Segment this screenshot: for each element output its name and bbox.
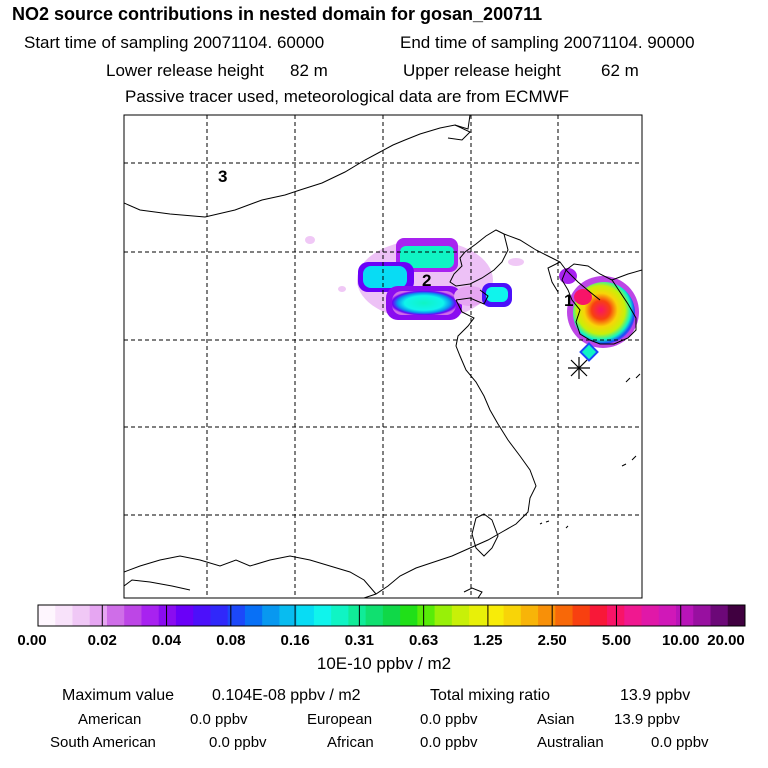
upper-release-value: 62 m (601, 61, 639, 80)
start-time-label: Start time of sampling 20071104. 60000 (24, 33, 325, 52)
colorbar-tick-label: 10.00 (661, 632, 700, 649)
contrib-value: 0.0 ppbv (190, 711, 248, 728)
colorbar-tick-label: 2.50 (537, 632, 567, 649)
colorbar-swatch (658, 605, 677, 626)
contrib-value: 13.9 ppbv (614, 711, 680, 728)
colorbar-unit: 10E-10 ppbv / m2 (316, 654, 452, 673)
colorbar-swatch (72, 605, 91, 626)
colorbar-swatch (434, 605, 453, 626)
upper-release-label: Upper release height (403, 61, 561, 80)
graticule (124, 115, 642, 598)
colorbar-tick-label: 0.02 (87, 632, 117, 649)
colorbar-swatch (641, 605, 660, 626)
colorbar-swatch (279, 605, 298, 626)
colorbar-swatch (382, 605, 401, 626)
tracer-note: Passive tracer used, meteorological data… (125, 87, 570, 106)
colorbar (37, 604, 746, 627)
contrib-value: 0.0 ppbv (420, 711, 478, 728)
contrib-value: 0.0 ppbv (420, 734, 478, 751)
contrib-region: Asian (537, 711, 575, 728)
plume-korea (559, 268, 639, 362)
colorbar-swatch (400, 605, 418, 626)
total-mixing-value: 13.9 ppbv (620, 687, 691, 704)
region-label-2: 2 (422, 271, 431, 290)
region-label-3: 3 (218, 167, 227, 186)
colorbar-swatch (538, 605, 556, 626)
colorbar-tick-label: 0.31 (344, 632, 374, 649)
contrib-region: European (307, 711, 373, 728)
colorbar-swatch (227, 605, 246, 626)
map-area (124, 115, 642, 598)
colorbar-swatch (503, 605, 522, 626)
colorbar-swatch (469, 605, 487, 626)
colorbar-swatch (313, 605, 332, 626)
colorbar-swatch (89, 605, 108, 626)
colorbar-swatch (417, 605, 436, 626)
colorbar-swatch (624, 605, 643, 626)
end-time-label: End time of sampling 20071104. 90000 (400, 33, 695, 52)
colorbar-swatch (296, 605, 315, 626)
colorbar-swatch (520, 605, 539, 626)
colorbar-swatch (676, 605, 694, 626)
colorbar-tick-label: 0.16 (280, 632, 310, 649)
contrib-value: 0.0 ppbv (651, 734, 709, 751)
colorbar-swatch (555, 605, 574, 626)
colorbar-swatch (348, 605, 367, 626)
colorbar-swatch (331, 605, 349, 626)
colorbar-swatch (175, 605, 194, 626)
contrib-value: 0.0 ppbv (209, 734, 267, 751)
colorbar-frame (37, 604, 746, 627)
contrib-region: American (78, 711, 142, 728)
colorbar-swatch (486, 605, 505, 626)
lower-release-label: Lower release height (106, 61, 264, 80)
colorbar-swatch (607, 605, 625, 626)
colorbar-swatch (727, 605, 746, 626)
plot-title: NO2 source contributions in nested domai… (12, 4, 543, 24)
colorbar-swatch (193, 605, 211, 626)
colorbar-swatch (38, 605, 56, 626)
colorbar-tick-label: 0.63 (409, 632, 439, 649)
colorbar-tick-label: 0.08 (216, 632, 246, 649)
colorbar-swatch (55, 605, 73, 626)
colorbar-swatch (124, 605, 142, 626)
colorbar-tick-label: 0.04 (151, 632, 182, 649)
contrib-region: South American (50, 734, 156, 751)
lower-release-value: 82 m (290, 61, 328, 80)
contrib-region: African (327, 734, 374, 751)
colorbar-swatch (572, 605, 591, 626)
max-value-label: Maximum value (62, 687, 175, 704)
region-label-1: 1 (564, 291, 573, 310)
contrib-region: Australian (537, 734, 604, 751)
map-frame (123, 114, 643, 599)
colorbar-tick-label: 1.25 (473, 632, 503, 649)
colorbar-tick-label: 0.00 (17, 632, 47, 649)
colorbar-swatch (262, 605, 280, 626)
colorbar-tick-label: 20.00 (707, 632, 745, 649)
total-mixing-label: Total mixing ratio (430, 687, 551, 704)
max-value: 0.104E-08 ppbv / m2 (212, 687, 361, 704)
colorbar-swatch (210, 605, 229, 626)
coastline-layer (124, 115, 642, 598)
colorbar-swatch (244, 605, 263, 626)
colorbar-swatch (693, 605, 712, 626)
plume-north-china (305, 236, 524, 320)
colorbar-swatch (141, 605, 160, 626)
receptor-asterisk-icon (568, 357, 590, 379)
colorbar-swatch (451, 605, 470, 626)
colorbar-swatch (710, 605, 729, 626)
colorbar-swatch (106, 605, 125, 626)
colorbar-swatch (365, 605, 384, 626)
colorbar-swatch (158, 605, 177, 626)
colorbar-tick-label: 5.00 (601, 632, 632, 649)
colorbar-swatch (589, 605, 608, 626)
